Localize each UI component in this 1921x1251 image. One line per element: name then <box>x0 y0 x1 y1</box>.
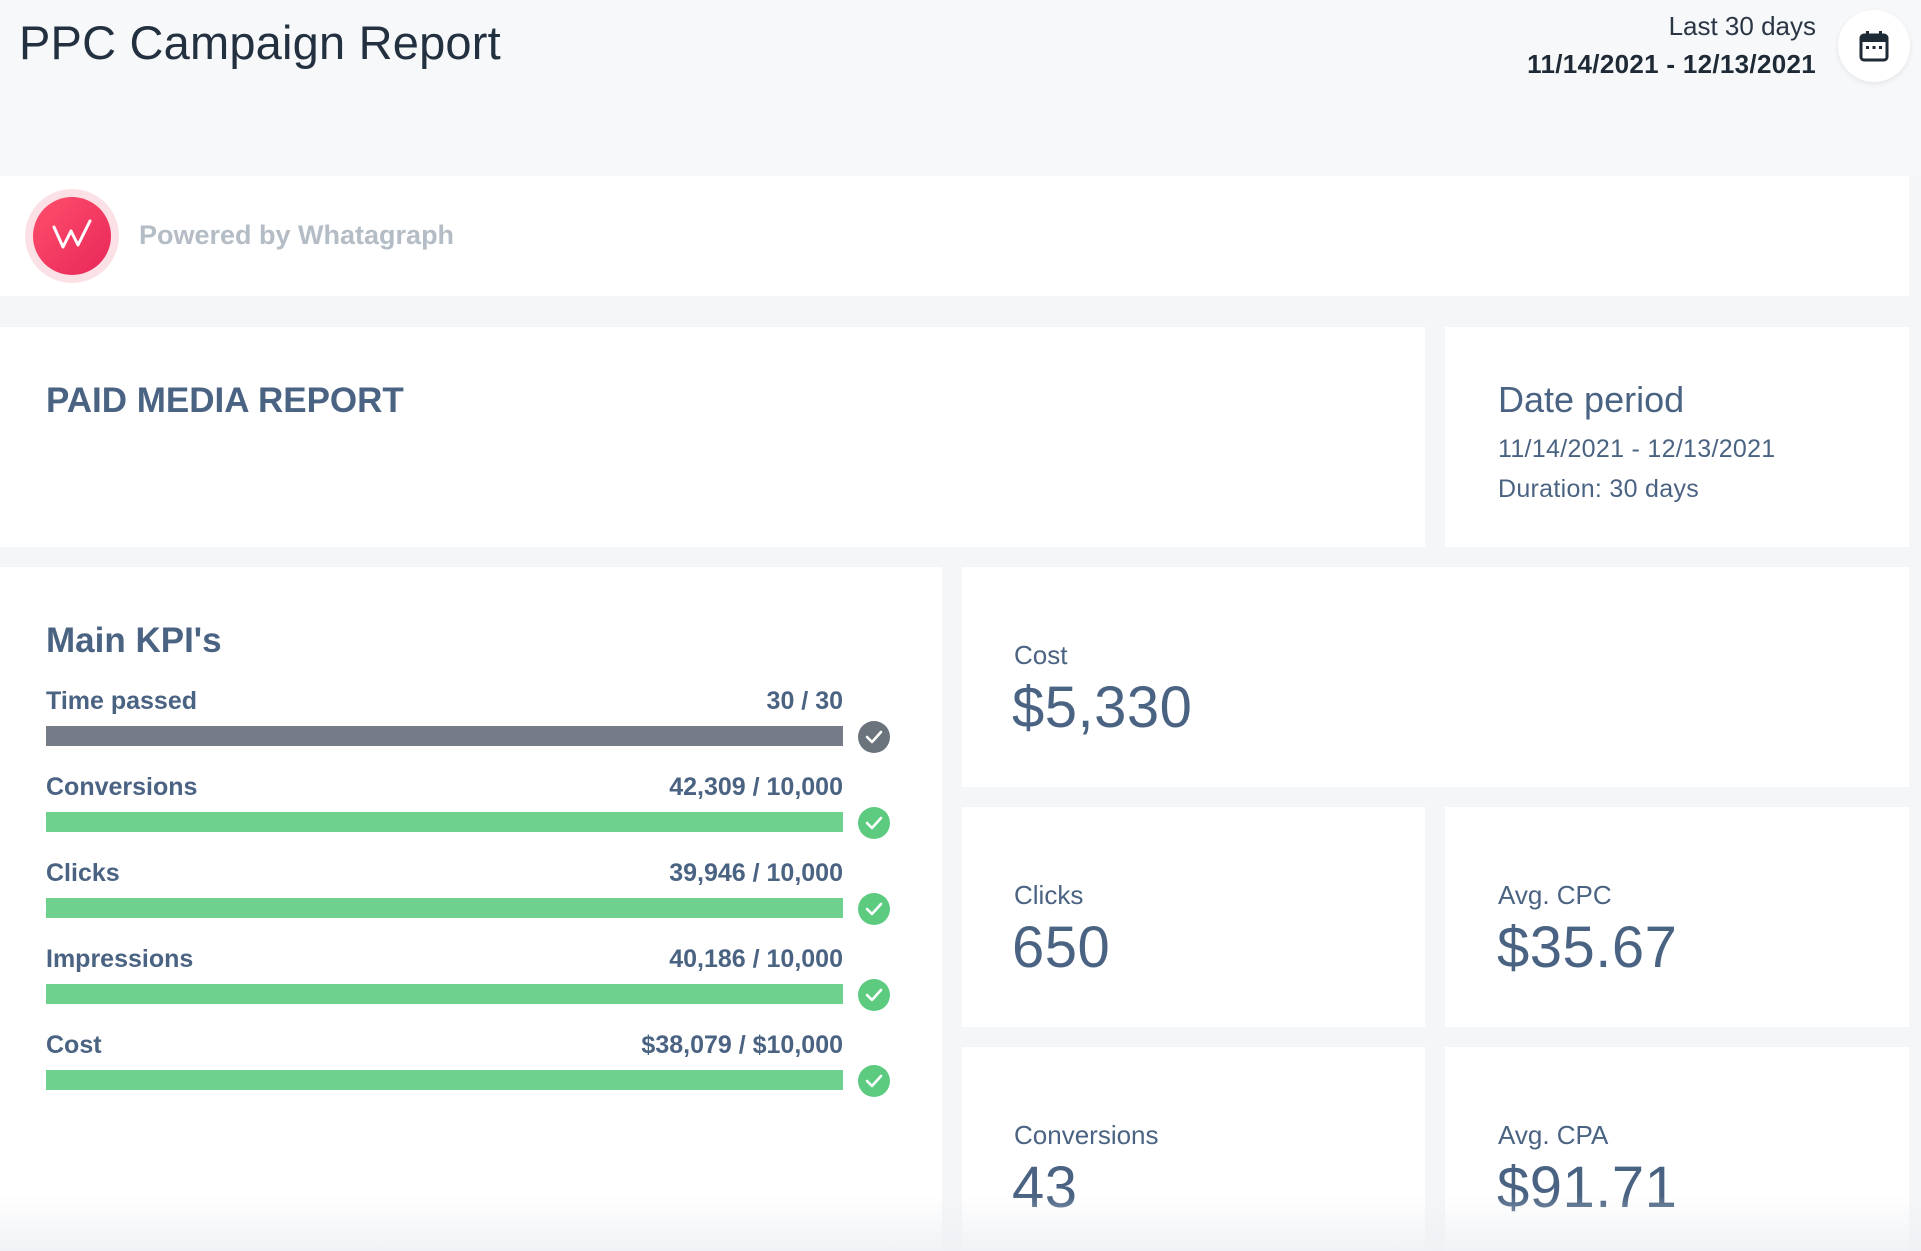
metric-value: $5,330 <box>1012 675 1193 740</box>
calendar-button[interactable] <box>1838 10 1910 82</box>
branding-strip: Powered by Whatagraph <box>0 176 1909 296</box>
kpi-label: Impressions <box>46 945 194 973</box>
metric-card-conversions: Conversions 43 <box>962 1047 1425 1251</box>
metric-card-avg-cpc: Avg. CPC $35.67 <box>1445 807 1909 1027</box>
kpi-progress-fill <box>46 898 843 918</box>
kpi-progress-track <box>46 726 843 746</box>
check-circle-icon <box>858 893 890 925</box>
kpi-label: Cost <box>46 1031 102 1059</box>
metric-card-clicks: Clicks 650 <box>962 807 1425 1027</box>
kpi-value: $38,079 / $10,000 <box>641 1031 843 1059</box>
report-heading: PAID MEDIA REPORT <box>46 381 404 420</box>
metric-value: $91.71 <box>1497 1155 1678 1220</box>
kpi-row-clicks: Clicks 39,946 / 10,000 <box>46 859 890 945</box>
kpi-progress-fill <box>46 984 843 1004</box>
main-kpis-card: Main KPI's Time passed 30 / 30 Conversio… <box>0 567 942 1251</box>
check-circle-icon <box>858 1065 890 1097</box>
kpi-progress-fill <box>46 1070 843 1090</box>
date-period-duration: Duration: 30 days <box>1498 469 1699 509</box>
kpi-value: 30 / 30 <box>766 687 843 715</box>
check-circle-icon <box>858 979 890 1011</box>
page-title: PPC Campaign Report <box>19 16 501 69</box>
kpi-row-cost: Cost $38,079 / $10,000 <box>46 1031 890 1117</box>
kpi-label: Clicks <box>46 859 120 887</box>
kpi-row-conversions: Conversions 42,309 / 10,000 <box>46 773 890 859</box>
date-range-label: Last 30 days <box>1668 11 1816 41</box>
metric-label: Avg. CPA <box>1498 1120 1609 1150</box>
metric-value: 650 <box>1012 915 1111 980</box>
brand-logo <box>25 189 119 283</box>
date-period-card: Date period 11/14/2021 - 12/13/2021 Dura… <box>1445 327 1909 547</box>
metric-card-cost: Cost $5,330 <box>962 567 1909 787</box>
date-period-heading: Date period <box>1498 379 1685 420</box>
kpi-label: Time passed <box>46 687 198 715</box>
metric-value: 43 <box>1012 1155 1078 1220</box>
kpi-value: 39,946 / 10,000 <box>669 859 843 887</box>
metric-label: Cost <box>1014 640 1068 670</box>
metric-label: Clicks <box>1014 880 1084 910</box>
powered-by-text: Powered by Whatagraph <box>139 220 455 250</box>
report-title-card: PAID MEDIA REPORT <box>0 327 1425 547</box>
duration-label: Duration: <box>1498 475 1603 503</box>
duration-value: 30 days <box>1609 475 1700 503</box>
metric-value: $35.67 <box>1497 915 1678 980</box>
calendar-icon <box>1859 31 1889 62</box>
check-circle-icon <box>858 721 890 753</box>
date-range-value: 11/14/2021 - 12/13/2021 <box>1527 49 1816 79</box>
kpi-label: Conversions <box>46 773 198 801</box>
header: PPC Campaign Report Last 30 days 11/14/2… <box>0 0 1921 176</box>
kpi-value: 40,186 / 10,000 <box>669 945 843 973</box>
kpi-progress-track <box>46 812 843 832</box>
kpi-progress-track <box>46 984 843 1004</box>
kpi-row-impressions: Impressions 40,186 / 10,000 <box>46 945 890 1031</box>
date-period-range: 11/14/2021 - 12/13/2021 <box>1498 435 1776 463</box>
metric-card-avg-cpa: Avg. CPA $91.71 <box>1445 1047 1909 1251</box>
date-range-display[interactable]: Last 30 days 11/14/2021 - 12/13/2021 <box>1527 10 1816 86</box>
metric-label: Avg. CPC <box>1498 880 1612 910</box>
kpi-progress-track <box>46 898 843 918</box>
kpi-value: 42,309 / 10,000 <box>669 773 843 801</box>
kpi-row-time-passed: Time passed 30 / 30 <box>46 687 890 773</box>
kpis-title: Main KPI's <box>46 621 222 660</box>
check-circle-icon <box>858 807 890 839</box>
kpi-progress-track <box>46 1070 843 1090</box>
metric-label: Conversions <box>1014 1120 1159 1150</box>
kpi-progress-fill <box>46 726 843 746</box>
whatagraph-logo-icon <box>33 197 111 275</box>
kpi-progress-fill <box>46 812 843 832</box>
